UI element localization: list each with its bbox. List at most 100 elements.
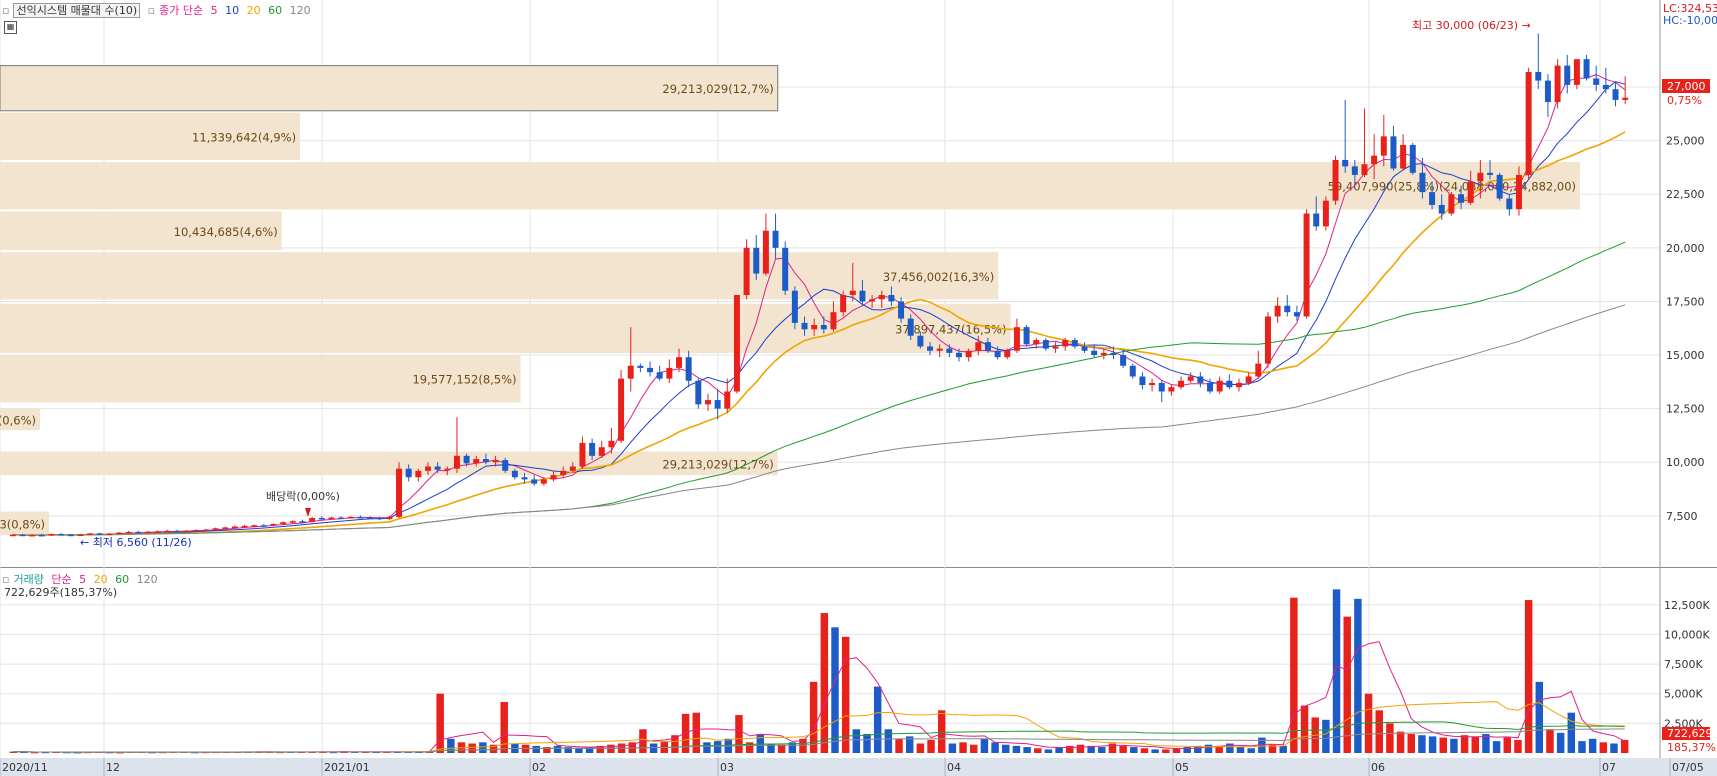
volume-bar	[1492, 741, 1501, 753]
volume-legend: ▫ 거래량 단순 5 20 60 120	[2, 571, 162, 587]
candle-body	[782, 247, 789, 291]
candle-body	[1216, 380, 1223, 392]
volume-bar	[1620, 739, 1629, 753]
candle-body	[550, 475, 557, 480]
candle-body	[917, 335, 924, 347]
date-axis: 2020/11 12 2021/01 02 03 04 05 06 07 07/05	[0, 758, 1717, 776]
candle-body	[260, 525, 267, 527]
date-label: 07/05	[1672, 761, 1704, 774]
candle-body	[1496, 174, 1503, 199]
volume-bar	[756, 734, 765, 753]
lc-readout: LC:324,53	[1663, 2, 1717, 15]
volume-bar	[831, 627, 839, 753]
volume-bar	[703, 742, 711, 753]
volume-bar	[1236, 747, 1245, 753]
candle-body	[270, 523, 277, 526]
volume-bar	[468, 743, 476, 753]
profile-band	[0, 112, 301, 161]
volume-bar	[489, 744, 498, 753]
volume-tick-label: 12,500K	[1664, 599, 1710, 612]
volume-bar	[713, 741, 722, 753]
price-tick-label: 12,500	[1666, 403, 1705, 416]
candle-body	[251, 525, 258, 527]
volume-bar	[1002, 744, 1010, 753]
candle-body	[318, 517, 325, 520]
volume-bar	[820, 613, 829, 753]
candle-body	[627, 365, 634, 379]
volume-bar	[671, 735, 679, 753]
candle-body	[1429, 192, 1436, 205]
candle-body	[743, 247, 750, 296]
volume-bar	[1386, 723, 1394, 753]
volume-bar	[1439, 737, 1447, 753]
candle-body	[676, 357, 682, 368]
low-annotation: ← 최저 6,560 (11/26)	[80, 536, 192, 549]
profile-band-label: 59,407,990(25,8%)(24,088,000,24,882,00)	[1328, 180, 1576, 194]
candle-body	[975, 342, 982, 351]
candle-body	[1419, 172, 1426, 193]
candle-body	[164, 530, 171, 533]
candle-body	[463, 455, 470, 464]
candle-body	[405, 468, 412, 478]
legend-square-icon: ▫	[2, 573, 10, 586]
volume-bar	[1140, 748, 1149, 753]
volume-bar	[116, 752, 124, 754]
candle-body	[357, 516, 364, 519]
candle-body	[1467, 181, 1474, 203]
candle-body	[1602, 84, 1609, 90]
volume-bar	[105, 752, 114, 754]
volume-gridlines	[0, 567, 1660, 758]
volume-bar	[1279, 745, 1287, 753]
candle-body	[888, 295, 895, 302]
volume-bar	[1215, 745, 1223, 753]
hc-readout: HC:-10,00	[1663, 14, 1717, 27]
candle-body	[444, 468, 451, 471]
volume-bar	[1172, 748, 1181, 753]
volume-bar	[41, 752, 50, 754]
candle-body	[9, 534, 16, 537]
volume-bar	[1226, 743, 1234, 753]
candle-body	[511, 470, 518, 478]
candle-body	[598, 447, 605, 456]
candle-body	[637, 365, 644, 368]
date-label: 2020/11	[2, 761, 48, 774]
price-chart[interactable]: 1,852,503(0,8%) 1,467,497(0,6%) 29,213,029…	[0, 0, 1717, 567]
date-axis-background	[0, 758, 1717, 776]
volume-bar	[1364, 693, 1373, 753]
candle-body	[1274, 305, 1281, 317]
price-chart-title[interactable]: 선익시스템 매물대 수(10)	[13, 3, 141, 18]
candle-body	[1612, 89, 1619, 100]
volume-bar	[777, 744, 786, 753]
candle-body	[1525, 72, 1532, 175]
candle-body	[1361, 164, 1368, 175]
ma-legend-120: 120	[289, 4, 311, 17]
dividend-annotation: 배당락(0,00%)	[266, 490, 340, 503]
candle-body	[231, 526, 238, 529]
volume-bar	[852, 729, 861, 753]
volume-bar	[767, 743, 775, 753]
current-volume-value: 722,629	[1667, 727, 1713, 740]
candle-body	[367, 517, 374, 519]
date-label: 07	[1602, 761, 1616, 774]
table-grid-icon[interactable]: ▦	[4, 21, 17, 34]
volume-bar	[692, 712, 701, 753]
candle-body	[830, 312, 837, 330]
volume-bar	[969, 744, 978, 753]
volume-bar	[607, 744, 615, 753]
candle-body	[1013, 327, 1020, 351]
price-tick-label: 25,000	[1666, 135, 1705, 148]
candle-body	[1091, 350, 1098, 356]
candle-body	[946, 348, 953, 353]
candle-body	[96, 533, 103, 535]
ma-10-line	[12, 81, 1626, 536]
volume-bar	[1044, 749, 1053, 753]
candle-body	[540, 479, 547, 484]
candle-body	[309, 517, 316, 522]
candle-body	[666, 367, 673, 379]
candle-body	[135, 531, 142, 534]
candle-body	[1033, 340, 1040, 345]
price-tick-label: 20,000	[1666, 242, 1705, 255]
candle-body	[1052, 346, 1059, 349]
candlestick-series	[9, 33, 1629, 537]
